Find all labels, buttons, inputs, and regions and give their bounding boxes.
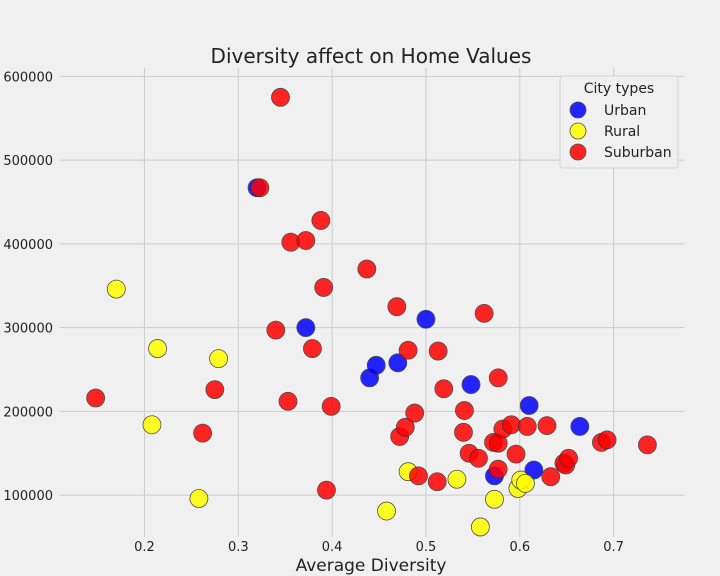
legend-label-rural: Rural: [604, 124, 640, 140]
rural-point: [148, 339, 167, 358]
suburban-point: [597, 430, 617, 450]
rural-point: [485, 489, 504, 509]
legend-items: Urban Rural Suburban: [569, 101, 672, 161]
data-points: [86, 87, 657, 537]
x-tick-labels: 0.2 0.3 0.4 0.5 0.6 0.7: [134, 540, 624, 555]
y-tick-label: 200000: [3, 405, 53, 420]
x-axis-label: Average Diversity: [296, 556, 447, 576]
legend-title: City types: [584, 81, 654, 97]
suburban-point: [559, 448, 578, 468]
x-tick-label: 0.6: [509, 540, 530, 555]
suburban-point: [454, 422, 473, 442]
x-tick-label: 0.7: [603, 540, 624, 555]
x-tick-label: 0.3: [228, 540, 249, 555]
suburban-point: [357, 259, 377, 279]
y-tick-label: 100000: [3, 489, 53, 504]
suburban-point: [317, 480, 336, 500]
suburban-point: [311, 211, 331, 230]
legend-marker-suburban: [569, 143, 587, 161]
suburban-point: [395, 417, 415, 437]
urban-point: [524, 460, 544, 480]
suburban-point: [398, 340, 418, 360]
urban-point: [461, 375, 481, 394]
legend: City types Urban Rural Suburban: [559, 75, 679, 169]
rural-point: [106, 279, 126, 299]
legend-label-urban: Urban: [604, 103, 646, 119]
rural-point: [377, 501, 396, 521]
chart-title: Diversity affect on Home Values: [211, 44, 532, 68]
legend-label-suburban: Suburban: [604, 145, 672, 161]
urban-point: [296, 318, 316, 338]
suburban-point: [501, 415, 521, 435]
legend-marker-rural: [569, 122, 587, 140]
rural-point: [470, 517, 490, 537]
legend-box: [559, 75, 679, 169]
suburban-point: [387, 297, 407, 317]
urban-point: [570, 417, 590, 436]
suburban-point: [474, 303, 494, 323]
suburban-point: [271, 87, 290, 107]
y-tick-label: 600000: [3, 70, 53, 85]
suburban-point: [193, 423, 213, 443]
rural-point: [447, 469, 467, 489]
suburban-point: [314, 278, 334, 297]
suburban-point: [266, 320, 286, 340]
suburban-point: [86, 388, 106, 408]
suburban-point: [506, 444, 526, 464]
suburban-point: [537, 416, 557, 436]
urban-point: [416, 309, 436, 329]
suburban-point: [488, 368, 508, 388]
suburban-point: [278, 391, 298, 411]
suburban-point: [455, 401, 474, 420]
rural-point: [142, 415, 162, 435]
rural-point: [516, 473, 535, 493]
suburban-point: [517, 417, 537, 436]
urban-point: [519, 396, 539, 415]
suburban-point: [250, 178, 270, 198]
legend-marker-urban: [569, 101, 587, 119]
rural-point: [209, 349, 228, 369]
suburban-point: [405, 403, 425, 423]
suburban-point: [296, 231, 316, 250]
suburban-point: [434, 379, 454, 399]
y-tick-label: 500000: [3, 154, 53, 169]
y-tick-label: 300000: [3, 322, 53, 337]
suburban-point: [541, 467, 561, 487]
urban-point: [366, 355, 386, 375]
rural-point: [189, 489, 209, 508]
suburban-point: [205, 380, 225, 400]
urban-point: [388, 353, 408, 373]
x-tick-label: 0.5: [416, 540, 437, 555]
suburban-point: [427, 472, 447, 492]
suburban-point: [321, 396, 341, 416]
suburban-point: [303, 339, 322, 358]
suburban-point: [488, 459, 508, 479]
suburban-point: [409, 466, 428, 486]
suburban-point: [469, 448, 488, 468]
y-tick-labels: 100000 200000 300000 400000 500000 600000: [3, 70, 53, 504]
x-tick-label: 0.2: [134, 540, 155, 555]
y-tick-label: 400000: [3, 238, 53, 253]
x-tick-label: 0.4: [322, 540, 343, 555]
series-suburban: [86, 87, 657, 500]
suburban-point: [638, 435, 657, 455]
suburban-point: [428, 341, 448, 361]
